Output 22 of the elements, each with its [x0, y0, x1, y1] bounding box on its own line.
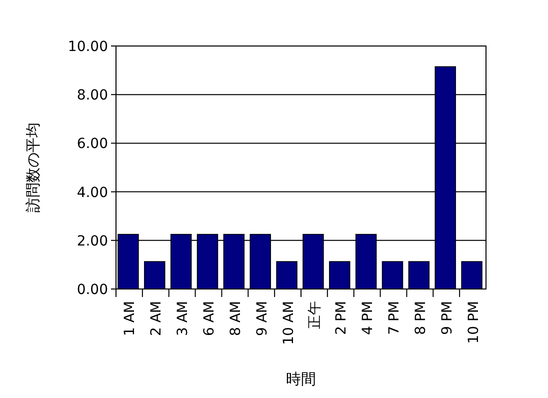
x-tick-label: 8 AM	[228, 301, 244, 336]
y-tick-label: 0.00	[76, 282, 108, 298]
x-tick-label: 8 PM	[412, 301, 429, 335]
x-tick-label: 10 PM	[466, 301, 482, 344]
x-tick-label: 3 AM	[175, 301, 192, 336]
x-tick-label: 1 AM	[122, 301, 138, 336]
x-tick-label: 2 AM	[148, 301, 165, 336]
x-tick-label: 6 AM	[202, 301, 218, 336]
y-tick-label: 6.00	[76, 136, 108, 152]
y-tick-label: 4.00	[76, 184, 108, 201]
y-axis-title: 訪問数の平均	[24, 122, 42, 212]
y-tick-label: 2.00	[76, 233, 108, 250]
x-tick-label: 9 AM	[254, 301, 270, 336]
x-tick-label: 7 PM	[386, 301, 402, 335]
x-tick-label: 2 PM	[334, 301, 350, 335]
y-tick-label: 10.00	[68, 39, 108, 55]
y-tick-label: 8.00	[76, 88, 108, 104]
x-tick-label: 10 AM	[280, 301, 297, 345]
x-tick-label: 正午	[307, 301, 324, 329]
x-axis-title: 時間	[286, 370, 316, 388]
x-tick-label: 4 PM	[360, 301, 376, 335]
x-tick-label: 9 PM	[439, 301, 456, 335]
